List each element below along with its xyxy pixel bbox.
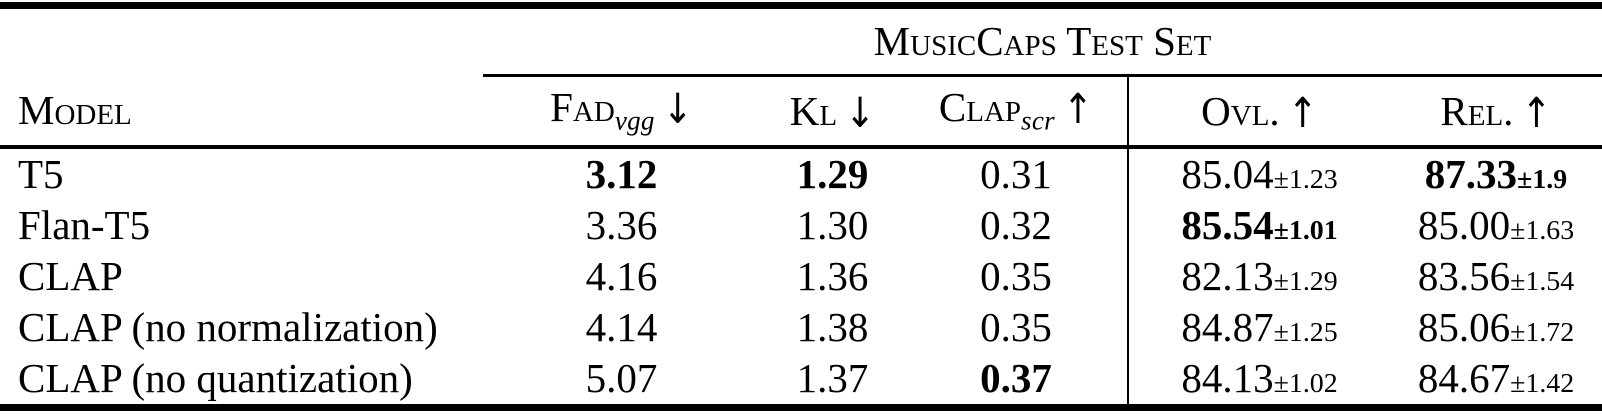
cell-rel: 83.56±1.54 [1390,251,1602,302]
cell-clap: 0.37 [980,355,1052,401]
cell-fad: 4.14 [585,304,658,350]
col-header-model: Model [0,75,483,149]
cell-fad: 3.12 [585,151,658,197]
col-header-clap-label: Clap [938,84,1022,131]
cell-ovl: 85.54±1.01 [1127,200,1390,251]
cell-rel-value: 84.67 [1417,355,1511,401]
cell-rel: 87.33±1.9 [1390,147,1602,200]
cell-rel-uncertainty: ±1.63 [1510,215,1575,246]
cell-fad: 5.07 [585,355,658,401]
col-header-rel-label: Rel. [1440,87,1514,134]
column-header-row: Model Fadvgg ↓ Kl ↓ Clapscr ↑ Ovl. ↑ Rel. ↑ [0,75,1602,149]
table-row: CLAP 4.16 1.36 0.35 82.13±1.29 83.56±1.5… [0,251,1602,302]
results-table: MusicCaps Test Set Model Fadvgg ↓ Kl ↓ Cla… [0,2,1602,411]
cell-ovl-value: 84.87 [1181,304,1274,350]
cell-ovl-value: 85.04 [1181,151,1274,197]
group-header-row: MusicCaps Test Set [0,5,1602,77]
cell-ovl: 84.13±1.02 [1127,353,1390,408]
cell-clap: 0.31 [980,151,1052,197]
col-header-ovl-label: Ovl. [1201,87,1280,134]
down-arrow-icon: ↓ [662,84,693,134]
col-header-fad: Fadvgg ↓ [483,75,760,149]
cell-ovl: 84.87±1.25 [1127,302,1390,353]
cell-rel: 85.06±1.72 [1390,302,1602,353]
cell-rel-uncertainty: ±1.72 [1510,317,1575,348]
cell-kl: 1.37 [796,355,869,401]
cell-rel-value: 83.56 [1417,253,1511,299]
group-header-title: MusicCaps Test Set [483,5,1602,77]
cell-ovl: 82.13±1.29 [1127,251,1390,302]
cell-rel-value: 85.06 [1417,304,1511,350]
cell-model: CLAP (no normalization) [18,304,438,350]
cell-rel-value: 85.00 [1417,202,1511,248]
cell-model: Flan-T5 [18,202,151,248]
cell-rel: 85.00±1.63 [1390,200,1602,251]
cell-ovl-uncertainty: ±1.02 [1273,368,1338,399]
cell-ovl-uncertainty: ±1.25 [1273,317,1338,348]
cell-kl: 1.29 [796,151,869,197]
col-header-rel: Rel. ↑ [1390,75,1602,149]
cell-ovl-uncertainty: ±1.29 [1273,266,1338,297]
cell-rel-uncertainty: ±1.42 [1510,368,1575,399]
col-header-fad-subscript: vgg [614,105,655,136]
table-row: T5 3.12 1.29 0.31 85.04±1.23 87.33±1.9 [0,147,1602,200]
cell-clap: 0.35 [980,253,1052,299]
cell-clap: 0.32 [980,202,1052,248]
cell-ovl-value: 85.54 [1181,202,1274,248]
cell-model: CLAP [18,253,123,299]
col-header-ovl: Ovl. ↑ [1127,75,1390,149]
cell-kl: 1.38 [796,304,869,350]
col-header-kl: Kl ↓ [760,75,905,149]
cell-model: T5 [18,151,64,197]
table-row: CLAP (no normalization) 4.14 1.38 0.35 8… [0,302,1602,353]
cell-ovl-uncertainty: ±1.01 [1273,215,1338,246]
cell-ovl-value: 84.13 [1181,355,1274,401]
up-arrow-icon: ↑ [1062,84,1094,134]
down-arrow-icon: ↓ [845,88,876,137]
cell-clap: 0.35 [980,304,1052,350]
col-header-clap-subscript: scr [1021,105,1055,136]
cell-fad: 4.16 [585,253,658,299]
cell-fad: 3.36 [585,202,658,248]
table-row: CLAP (no quantization) 5.07 1.37 0.37 84… [0,353,1602,408]
cell-model: CLAP (no quantization) [18,355,413,401]
cell-kl: 1.36 [796,253,869,299]
cell-ovl: 85.04±1.23 [1127,147,1390,200]
cell-rel-uncertainty: ±1.9 [1517,164,1568,195]
cell-ovl-uncertainty: ±1.23 [1273,164,1338,195]
col-header-kl-label: Kl [789,87,838,134]
cell-rel-value: 87.33 [1424,151,1518,197]
group-header-spacer [0,6,483,76]
up-arrow-icon: ↑ [1521,88,1552,137]
cell-kl: 1.30 [796,202,869,248]
cell-rel: 84.67±1.42 [1390,353,1602,408]
cell-ovl-value: 82.13 [1181,253,1274,299]
up-arrow-icon: ↑ [1287,88,1318,137]
col-header-fad-label: Fad [550,84,615,131]
table-row: Flan-T5 3.36 1.30 0.32 85.54±1.01 85.00±… [0,200,1602,251]
col-header-clap: Clapscr ↑ [905,75,1128,149]
cell-rel-uncertainty: ±1.54 [1510,266,1575,297]
